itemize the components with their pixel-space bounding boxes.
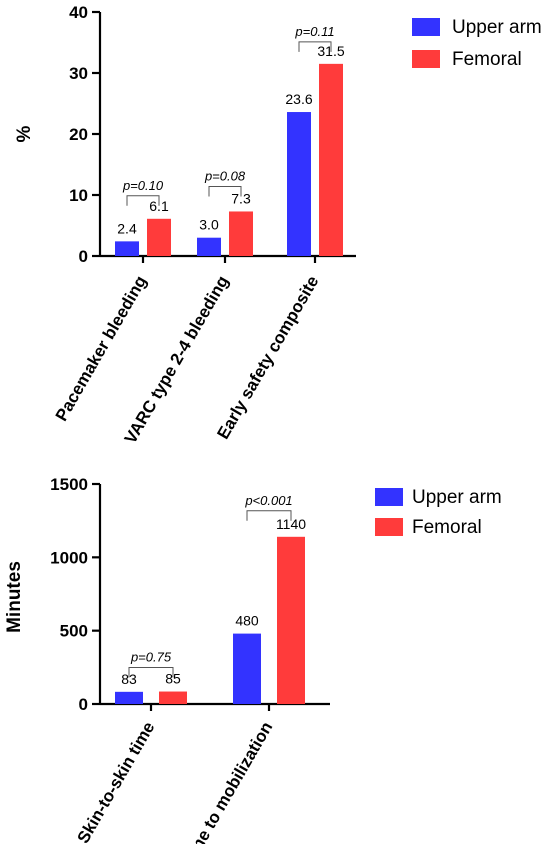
chart1-significance-bracket <box>126 195 160 206</box>
chart1-bar-upper-arm <box>287 112 311 256</box>
chart2-y-tick-label: 500 <box>60 622 88 641</box>
chart2-significance-bracket <box>128 667 174 678</box>
chart1-y-tick-label: 0 <box>79 247 88 266</box>
chart1-category-label: Early safety composite <box>213 273 322 443</box>
chart1-bar-femoral <box>319 63 343 256</box>
chart1-p-value: p=0.08 <box>204 168 246 183</box>
chart1-significance-bracket <box>208 185 242 197</box>
chart1-y-axis-label: % <box>14 125 35 142</box>
chart2-bar-femoral <box>159 691 187 704</box>
chart1-data-label: 23.6 <box>285 91 312 107</box>
chart2-legend-label: Upper arm <box>412 487 502 508</box>
chart2-bar-upper-arm <box>233 633 261 704</box>
chart1-y-tick-label: 30 <box>69 64 88 83</box>
chart2-y-tick-label: 1000 <box>50 548 88 567</box>
chart1-legend-swatch-femoral <box>412 50 440 68</box>
chart2-bar-upper-arm <box>115 691 143 704</box>
chart1-p-value: p=0.10 <box>122 178 164 193</box>
chart1-y-tick-label: 40 <box>69 3 88 22</box>
chart2-data-label: 83 <box>121 671 137 687</box>
chart2-data-label: 85 <box>165 671 181 687</box>
chart1-legend-label: Upper arm <box>452 17 542 38</box>
chart1-p-value: p=0.11 <box>294 24 334 39</box>
chart1-y-tick-label: 20 <box>69 125 88 144</box>
chart2-data-label: 480 <box>235 613 259 629</box>
chart2-legend-label: Femoral <box>412 517 482 538</box>
chart1-bar-femoral <box>229 211 253 256</box>
chart2-legend-swatch-upper-arm <box>375 488 403 506</box>
chart2-category-label: Skin-to-skin time <box>74 719 159 844</box>
chart2-y-tick-label: 0 <box>79 695 88 714</box>
chart2-y-axis-label: Minutes <box>4 561 25 633</box>
chart1-data-label: 7.3 <box>231 190 251 206</box>
chart1-legend-swatch-upper-arm <box>412 18 440 36</box>
chart2-p-value: p=0.75 <box>130 650 172 665</box>
chart1-legend-label: Femoral <box>452 49 522 70</box>
chart1-bar-upper-arm <box>197 237 221 256</box>
chart1-bar-femoral <box>147 218 171 256</box>
chart1-significance-bracket <box>298 41 332 52</box>
chart2-significance-bracket <box>246 510 292 521</box>
chart2-category-label: Time to mobilization <box>178 719 276 844</box>
chart2-bar-femoral <box>277 536 305 704</box>
chart1-category-label: Pacemaker bleeding <box>52 273 151 425</box>
chart2-legend-swatch-femoral <box>375 518 403 536</box>
chart2-data-label: 1140 <box>276 516 306 532</box>
chart1-y-tick-label: 10 <box>69 186 88 205</box>
chart1-bar-upper-arm <box>115 241 139 256</box>
chart1-data-label: 3.0 <box>199 217 219 233</box>
chart1-data-label: 2.4 <box>117 220 137 236</box>
chart2-y-tick-label: 1500 <box>50 475 88 494</box>
chart2-p-value: p<0.001 <box>244 493 292 508</box>
